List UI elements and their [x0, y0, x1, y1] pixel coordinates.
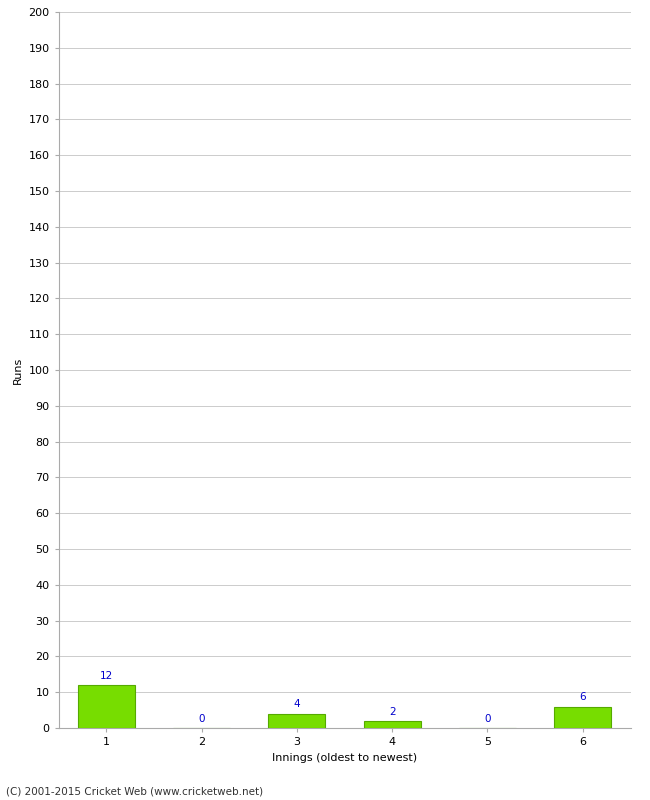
- Text: 6: 6: [580, 692, 586, 702]
- Text: 2: 2: [389, 706, 395, 717]
- Bar: [363, 721, 421, 728]
- Text: 4: 4: [294, 699, 300, 710]
- Bar: [554, 706, 612, 728]
- Text: (C) 2001-2015 Cricket Web (www.cricketweb.net): (C) 2001-2015 Cricket Web (www.cricketwe…: [6, 786, 264, 796]
- Text: 12: 12: [99, 670, 113, 681]
- Y-axis label: Runs: Runs: [13, 356, 23, 384]
- Bar: [268, 714, 326, 728]
- Bar: [77, 685, 135, 728]
- Text: 0: 0: [484, 714, 491, 724]
- Text: 0: 0: [198, 714, 205, 724]
- X-axis label: Innings (oldest to newest): Innings (oldest to newest): [272, 753, 417, 762]
